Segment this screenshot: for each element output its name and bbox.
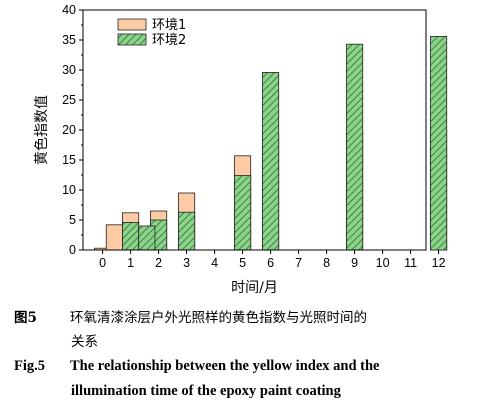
y-tick-label: 15 xyxy=(62,153,76,167)
caption-en-line1: Fig.5 The relationship between the yellow… xyxy=(14,358,379,375)
x-tick-label: 11 xyxy=(404,256,417,270)
x-tick-label: 4 xyxy=(211,256,218,270)
bar-2-4 xyxy=(262,72,280,251)
bar-2-3 xyxy=(234,175,252,251)
x-tick-label: 1 xyxy=(127,256,134,270)
caption-en-label: Fig.5 xyxy=(14,358,46,374)
bar-2-5 xyxy=(346,43,364,251)
x-tick-label: 5 xyxy=(239,256,246,270)
bar-2-0 xyxy=(122,221,140,251)
y-tick-label: 5 xyxy=(69,213,76,227)
legend-swatch-2 xyxy=(117,33,147,46)
caption-cn-label: 图5 xyxy=(14,310,37,326)
y-tick-label: 30 xyxy=(62,63,76,77)
x-tick-label: 3 xyxy=(183,256,190,270)
y-tick-label: 0 xyxy=(69,243,76,257)
x-tick-label: 7 xyxy=(295,256,302,270)
caption-cn-line1: 图5 环氧清漆涂层户外光照样的黄色指数与光照时间的 xyxy=(14,306,367,326)
x-axis-label: 时间/月 xyxy=(231,280,278,296)
bar-2-extra-0 xyxy=(138,225,156,251)
legend-label-2: 环境2 xyxy=(152,33,186,48)
caption-en-line2: illumination time of the epoxy paint coa… xyxy=(71,383,341,399)
y-tick-label: 10 xyxy=(62,183,76,197)
y-tick-label: 25 xyxy=(62,93,76,107)
y-tick-label: 40 xyxy=(62,3,76,17)
x-tick-label: 9 xyxy=(351,256,358,270)
caption-cn-text: 环氧清漆涂层户外光照样的黄色指数与光照时间的 xyxy=(70,310,367,326)
x-tick-label: 0 xyxy=(99,256,106,270)
y-tick-label: 35 xyxy=(62,33,76,47)
caption-cn-line2: 关系 xyxy=(71,334,98,350)
x-tick-label: 12 xyxy=(432,256,446,270)
bar-2-6 xyxy=(430,36,448,251)
x-tick-label: 6 xyxy=(267,256,274,270)
legend-swatch-1 xyxy=(117,18,147,31)
bar-2-2 xyxy=(178,211,196,251)
y-tick-label: 20 xyxy=(62,123,76,137)
x-tick-label: 8 xyxy=(323,256,330,270)
x-tick-label: 2 xyxy=(155,256,162,270)
legend-label-1: 环境1 xyxy=(152,18,186,33)
bar-1-extra-0 xyxy=(105,224,123,251)
caption-en-text: The relationship between the yellow inde… xyxy=(70,358,380,374)
y-axis-label: 黄色指数值 xyxy=(33,95,50,165)
x-tick-label: 10 xyxy=(376,256,390,270)
